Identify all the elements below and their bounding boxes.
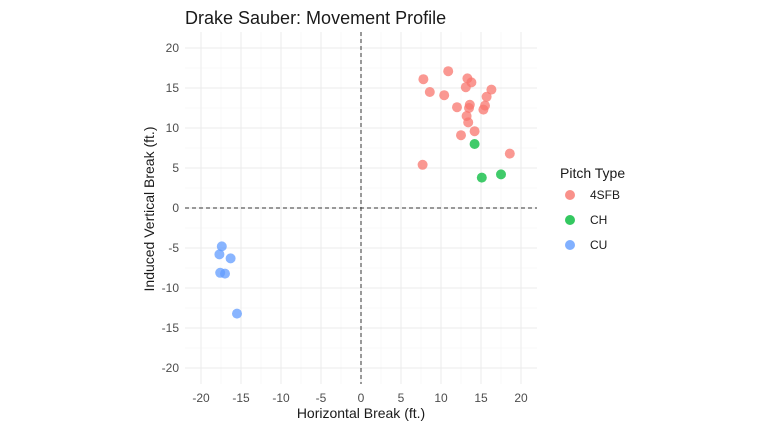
y-tick-label: 15 xyxy=(166,81,180,95)
legend: Pitch Type 4SFB CH CU xyxy=(560,165,625,252)
data-point xyxy=(418,74,429,85)
data-point xyxy=(214,249,225,260)
data-point xyxy=(469,139,480,149)
series-4sfb xyxy=(417,66,515,170)
y-tick-label: 0 xyxy=(172,201,179,215)
legend-key-4sfb xyxy=(565,190,575,200)
data-point xyxy=(216,241,227,252)
data-point xyxy=(232,308,242,319)
data-point xyxy=(463,117,474,128)
y-tick-label: 5 xyxy=(172,161,179,175)
x-tick-label: 20 xyxy=(514,391,528,405)
data-point xyxy=(443,66,454,77)
x-tick-label: 0 xyxy=(358,391,365,405)
y-tick-label: -10 xyxy=(162,281,180,295)
data-point xyxy=(464,103,474,113)
y-tick-label: 20 xyxy=(166,41,180,55)
data-point xyxy=(481,91,492,102)
data-point xyxy=(452,102,462,113)
x-tick-label: -20 xyxy=(192,391,210,405)
series-ch xyxy=(469,139,506,183)
x-tick-label: -10 xyxy=(272,391,290,405)
y-tick-label: 10 xyxy=(166,121,180,135)
legend-key-ch xyxy=(565,215,575,225)
x-axis-title: Horizontal Break (ft.) xyxy=(297,405,425,421)
data-point xyxy=(504,148,515,159)
x-tick-label: 15 xyxy=(474,391,488,405)
x-tick-label: 5 xyxy=(398,391,405,405)
data-points xyxy=(214,66,515,319)
data-point xyxy=(469,126,480,137)
reference-lines xyxy=(185,32,537,384)
data-point xyxy=(225,253,236,264)
data-point xyxy=(220,268,230,279)
x-axis-ticks: -20 -15 -10 -5 0 5 10 15 20 xyxy=(192,391,528,405)
data-point xyxy=(486,84,497,95)
y-tick-label: -20 xyxy=(162,361,180,375)
data-point xyxy=(456,130,466,141)
y-axis-ticks: -20 -15 -10 -5 0 5 10 15 20 xyxy=(162,41,180,375)
x-tick-label: -5 xyxy=(316,391,327,405)
data-point xyxy=(478,104,489,115)
legend-label-4sfb: 4SFB xyxy=(590,188,620,202)
chart-title: Drake Sauber: Movement Profile xyxy=(185,8,446,28)
x-tick-label: -15 xyxy=(232,391,250,405)
y-tick-label: -15 xyxy=(162,321,180,335)
y-tick-label: -5 xyxy=(168,241,179,255)
legend-label-cu: CU xyxy=(590,238,607,252)
data-point xyxy=(424,87,435,97)
data-point xyxy=(439,90,450,101)
data-point xyxy=(417,159,428,170)
data-point xyxy=(476,172,487,183)
y-axis-title: Induced Vertical Break (ft.) xyxy=(141,127,157,292)
legend-key-cu xyxy=(565,240,575,250)
data-point xyxy=(460,82,471,93)
legend-title: Pitch Type xyxy=(560,165,625,181)
legend-label-ch: CH xyxy=(590,213,607,227)
x-tick-label: 10 xyxy=(434,391,448,405)
series-cu xyxy=(214,241,242,319)
data-point xyxy=(496,169,506,180)
